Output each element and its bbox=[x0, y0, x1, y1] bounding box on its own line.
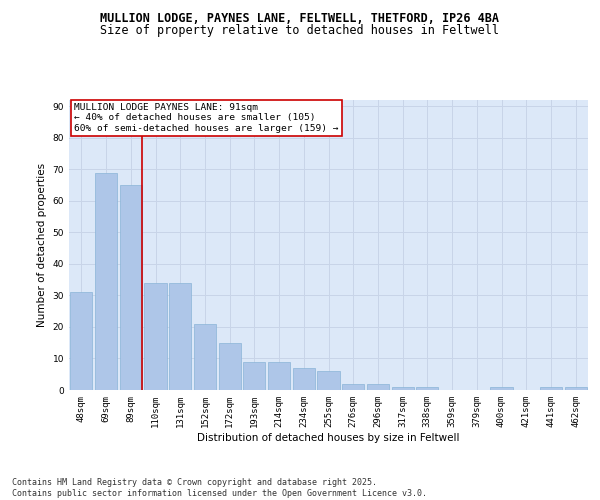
Bar bbox=[119, 185, 142, 390]
Text: MULLION LODGE, PAYNES LANE, FELTWELL, THETFORD, IP26 4BA: MULLION LODGE, PAYNES LANE, FELTWELL, TH… bbox=[101, 12, 499, 26]
Bar bbox=[342, 384, 364, 390]
Y-axis label: Number of detached properties: Number of detached properties bbox=[37, 163, 47, 327]
Text: MULLION LODGE PAYNES LANE: 91sqm
← 40% of detached houses are smaller (105)
60% : MULLION LODGE PAYNES LANE: 91sqm ← 40% o… bbox=[74, 103, 338, 132]
Bar bbox=[416, 387, 439, 390]
Bar bbox=[145, 283, 167, 390]
Bar bbox=[540, 387, 562, 390]
Bar bbox=[367, 384, 389, 390]
Bar bbox=[490, 387, 512, 390]
Bar bbox=[169, 283, 191, 390]
Text: Contains HM Land Registry data © Crown copyright and database right 2025.
Contai: Contains HM Land Registry data © Crown c… bbox=[12, 478, 427, 498]
Bar bbox=[70, 292, 92, 390]
Bar bbox=[218, 342, 241, 390]
Bar bbox=[194, 324, 216, 390]
Bar bbox=[293, 368, 315, 390]
Bar bbox=[565, 387, 587, 390]
Bar bbox=[392, 387, 414, 390]
Text: Size of property relative to detached houses in Feltwell: Size of property relative to detached ho… bbox=[101, 24, 499, 37]
Bar bbox=[243, 362, 265, 390]
Bar bbox=[95, 172, 117, 390]
Bar bbox=[317, 371, 340, 390]
Bar bbox=[268, 362, 290, 390]
X-axis label: Distribution of detached houses by size in Feltwell: Distribution of detached houses by size … bbox=[197, 432, 460, 442]
